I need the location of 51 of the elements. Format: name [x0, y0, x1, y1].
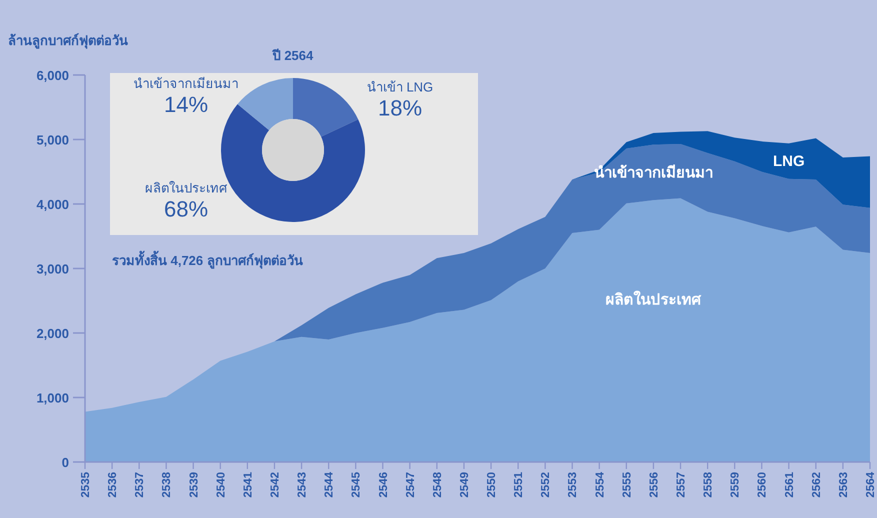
y-tick-label: 2,000: [36, 326, 69, 341]
y-tick-label: 1,000: [36, 390, 69, 406]
y-tick-label: 0: [62, 455, 69, 470]
x-tick-label: 2537: [134, 472, 146, 498]
x-tick-label: 2554: [594, 471, 606, 498]
data-label: 18%: [378, 96, 422, 121]
data-label: 14%: [164, 92, 208, 118]
x-tick-label: 2536: [107, 472, 120, 498]
x-tick-label: 2546: [378, 472, 390, 498]
x-tick-label: 2535: [80, 471, 92, 498]
slice-label: นำเข้าจากเมียนมา: [134, 76, 238, 92]
x-tick-label: 2562: [810, 472, 823, 498]
x-tick-label: 2551: [513, 471, 526, 498]
x-tick-label: 2544: [324, 471, 336, 498]
x-tick-label: 2549: [458, 472, 471, 498]
x-tick-label: 2538: [161, 471, 174, 498]
x-tick-label: 2556: [648, 472, 660, 498]
y-tick-label: 6,000: [36, 68, 69, 83]
y-axis-title: ล้านลูกบาศก์ฟุตต่อวัน: [8, 33, 128, 49]
donut-slice: [238, 78, 293, 130]
x-tick-label: 2540: [215, 472, 228, 498]
x-tick-label: 2541: [242, 471, 254, 498]
y-tick-label: 5,000: [36, 132, 69, 148]
donut-slice: [293, 78, 358, 137]
y-tick-label: 3,000: [36, 262, 69, 276]
series-label: LNG: [772, 153, 805, 170]
x-tick-label: 2553: [567, 472, 580, 498]
x-tick-label: 2558: [702, 471, 715, 498]
series-label: นำเข้าจากเมียนมา: [594, 164, 713, 182]
x-tick-label: 2560: [756, 472, 769, 498]
x-tick-label: 2563: [838, 472, 850, 498]
x-tick-label: 2539: [188, 472, 200, 498]
x-tick-label: 2564: [865, 471, 877, 498]
slice-label: นำเข้า LNG: [366, 80, 434, 95]
x-tick-label: 2543: [296, 472, 309, 498]
slice-label: ผลิตในประเทศ: [145, 180, 228, 196]
annotation: รวมทั้งสิ้น 4,726 ลูกบาศก์ฟุตต่อวัน: [112, 250, 303, 269]
x-tick-label: 2550: [486, 472, 498, 498]
chart-title: ปี 2564: [272, 48, 314, 63]
x-tick-label: 2552: [540, 472, 552, 498]
x-tick-label: 2555: [621, 471, 634, 498]
x-tick-label: 2542: [269, 472, 282, 498]
series-label: ผลิตในประเทศ: [605, 290, 702, 309]
y-tick-label: 4,000: [36, 197, 69, 212]
x-tick-label: 2548: [432, 471, 444, 498]
x-tick-label: 2547: [404, 472, 417, 498]
x-tick-label: 2559: [730, 472, 742, 498]
x-tick-label: 2561: [784, 471, 796, 498]
x-tick-label: 2557: [676, 472, 688, 498]
x-tick-label: 2545: [350, 471, 363, 498]
data-label: 68%: [164, 196, 208, 222]
